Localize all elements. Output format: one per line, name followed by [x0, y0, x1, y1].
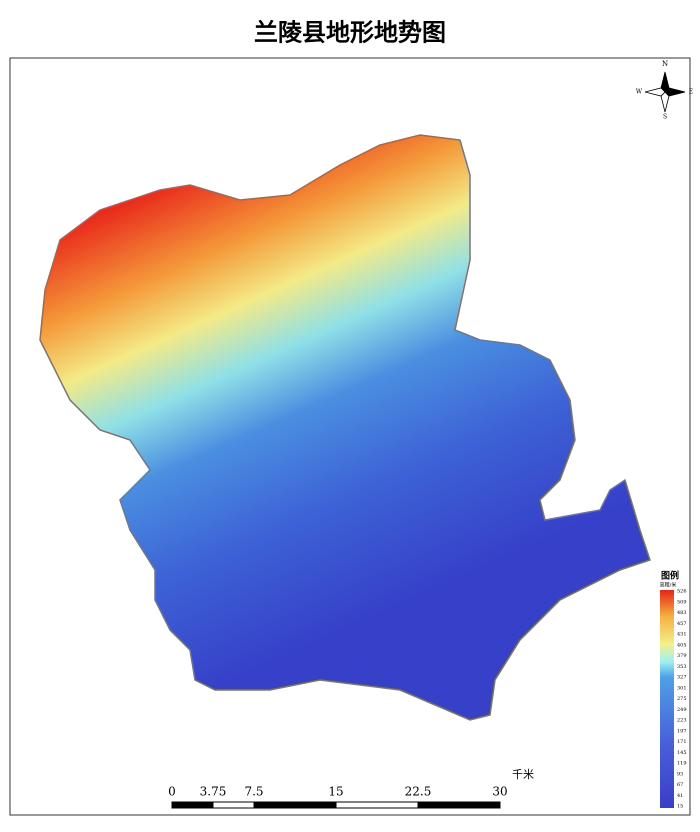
legend-label: 405	[677, 642, 687, 648]
scale-unit: 千米	[512, 768, 534, 781]
legend-label: 197	[677, 728, 687, 734]
legend-label: 509	[677, 599, 687, 605]
legend-label: 171	[677, 739, 687, 745]
scale-label: 15	[328, 785, 343, 799]
scale-segment	[335, 801, 419, 809]
scale-segment	[212, 801, 255, 809]
compass	[644, 71, 686, 113]
legend-label: 483	[677, 610, 687, 616]
scale-segment	[253, 801, 337, 809]
legend-label: 457	[677, 621, 687, 627]
compass-west: W	[636, 89, 643, 96]
compass-east: E	[689, 89, 693, 96]
scale-segment	[417, 801, 501, 809]
compass-south: S	[663, 114, 667, 121]
legend-label: 301	[677, 685, 687, 691]
scale-label: 3.75	[200, 785, 227, 799]
scale-label: 7.5	[244, 785, 263, 799]
legend-label: 119	[677, 761, 687, 767]
legend-label: 223	[677, 718, 687, 724]
legend-unit: 高程/米	[660, 582, 677, 589]
map-frame	[9, 57, 691, 816]
legend-label: 526	[677, 589, 687, 595]
legend-label: 327	[677, 675, 687, 681]
scale-label: 30	[492, 785, 507, 799]
legend-label: 15	[677, 804, 683, 810]
legend-label: 41	[677, 793, 683, 799]
legend-label: 431	[677, 632, 687, 638]
legend-label: 353	[677, 664, 687, 670]
legend-label: 275	[677, 696, 687, 702]
legend-colorbar	[660, 590, 674, 808]
legend-label: 249	[677, 707, 687, 713]
legend-label: 67	[677, 782, 683, 788]
compass-north: N	[662, 60, 668, 68]
scale-segment	[171, 801, 214, 809]
legend-label: 145	[677, 750, 687, 756]
map-title: 兰陵县地形地势图	[254, 18, 446, 47]
legend-label: 93	[677, 771, 683, 777]
scale-label: 22.5	[405, 785, 432, 799]
county-terrain	[39, 134, 651, 721]
legend-label: 379	[677, 653, 687, 659]
scale-label: 0	[168, 785, 176, 799]
legend-title: 图例	[661, 570, 679, 582]
